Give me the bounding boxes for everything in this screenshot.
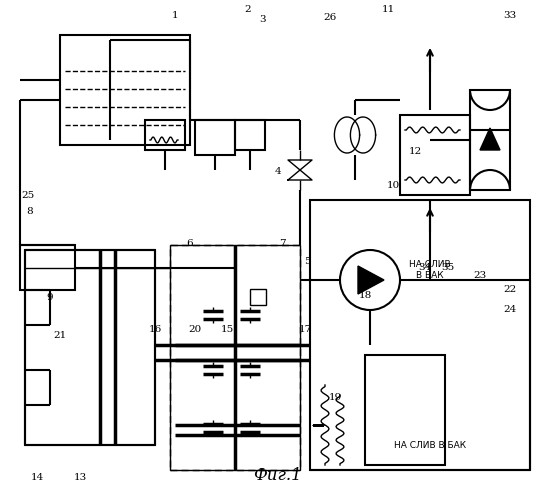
Text: 6: 6 xyxy=(187,238,193,248)
Text: 20: 20 xyxy=(188,326,202,334)
Bar xyxy=(250,289,266,305)
Text: 18: 18 xyxy=(358,290,372,300)
Text: 1: 1 xyxy=(172,10,178,20)
Text: 22: 22 xyxy=(504,286,517,294)
Bar xyxy=(235,120,265,150)
Text: 13: 13 xyxy=(73,474,86,482)
Text: 26: 26 xyxy=(324,14,337,22)
Polygon shape xyxy=(480,128,500,150)
Text: 14: 14 xyxy=(30,474,44,482)
Text: 3: 3 xyxy=(260,16,266,24)
Text: 5: 5 xyxy=(304,258,310,266)
Text: 16: 16 xyxy=(148,326,162,334)
Text: 23: 23 xyxy=(473,270,486,280)
Bar xyxy=(400,115,470,195)
Polygon shape xyxy=(358,266,384,294)
Text: 24: 24 xyxy=(504,306,517,314)
Text: 33: 33 xyxy=(504,10,517,20)
Bar xyxy=(60,35,190,145)
Circle shape xyxy=(340,250,400,310)
Text: 15: 15 xyxy=(220,326,234,334)
Bar xyxy=(170,245,300,470)
Bar xyxy=(470,90,510,190)
Text: 7: 7 xyxy=(279,238,285,248)
Bar xyxy=(25,250,155,445)
Text: 11: 11 xyxy=(381,6,394,15)
Text: 21: 21 xyxy=(53,330,66,340)
Text: 4: 4 xyxy=(275,168,281,176)
Text: 19: 19 xyxy=(329,394,342,402)
Text: 9: 9 xyxy=(47,294,53,302)
Text: 8: 8 xyxy=(27,208,33,216)
Bar xyxy=(145,120,185,150)
Text: 25: 25 xyxy=(22,190,34,200)
Text: 10: 10 xyxy=(386,182,399,190)
Bar xyxy=(365,355,445,465)
Text: НА СЛИВ В БАК: НА СЛИВ В БАК xyxy=(394,440,466,450)
Text: 34: 34 xyxy=(418,264,432,272)
Text: 17: 17 xyxy=(299,326,311,334)
Text: 2: 2 xyxy=(245,6,252,15)
Bar xyxy=(310,200,530,470)
Text: Фиг.1: Фиг.1 xyxy=(253,466,301,483)
Text: 12: 12 xyxy=(408,148,422,156)
Bar xyxy=(195,120,235,155)
Text: 35: 35 xyxy=(442,264,455,272)
Text: НА СЛИВ
В БАК: НА СЛИВ В БАК xyxy=(409,260,451,280)
Bar xyxy=(20,245,75,290)
